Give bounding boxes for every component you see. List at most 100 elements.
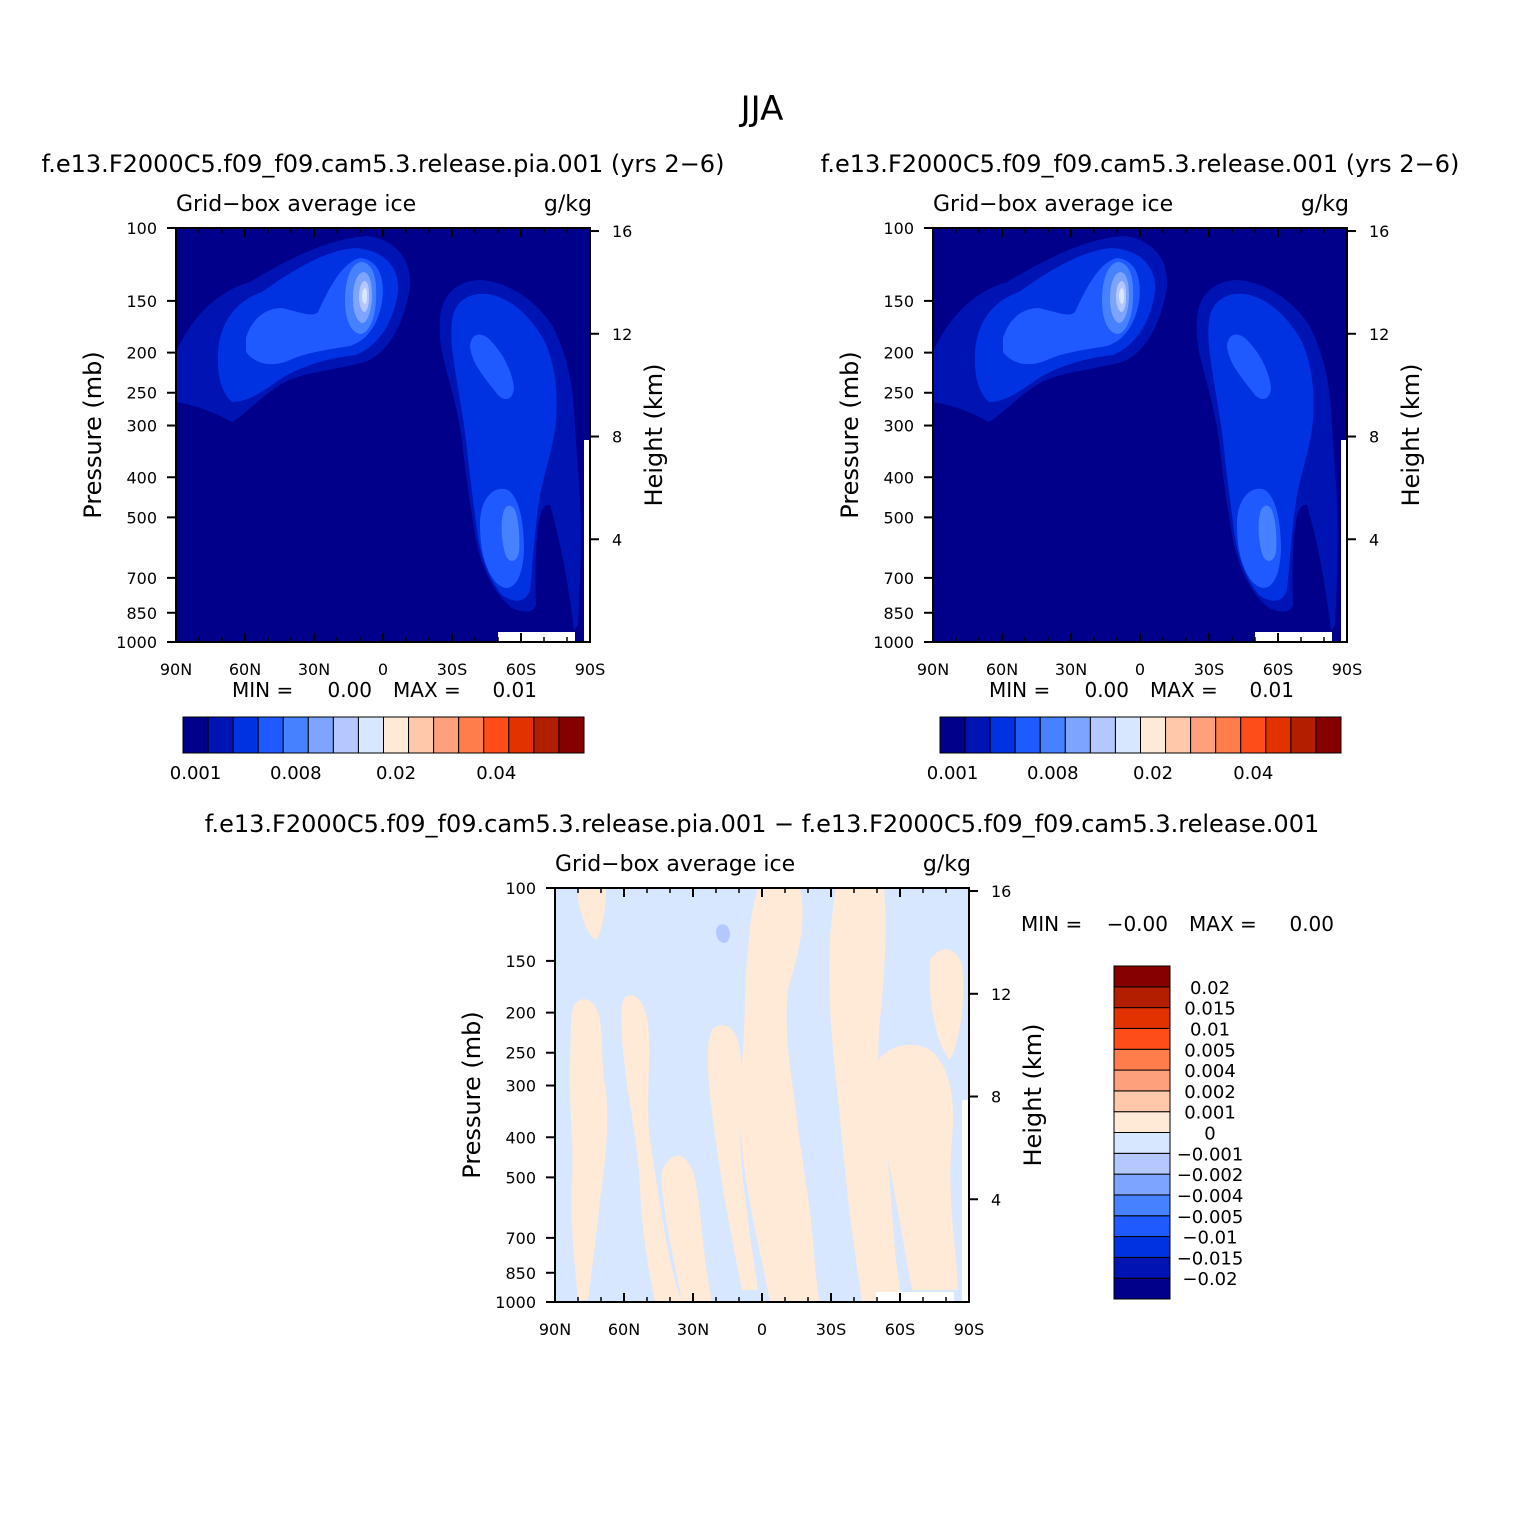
panel-2-axes: 90N 60N 30N 0 30S 60S 90S 100 150 200 250 300 400 500… — [873, 219, 1389, 679]
y-right-tick-label: 16 — [1369, 222, 1389, 241]
y-right-tick-label: 16 — [991, 882, 1011, 901]
panel-3-colorbar: −0.02−0.015−0.01−0.005−0.004−0.002−0.001… — [1113, 965, 1244, 1300]
panel-1-plot-field — [176, 228, 590, 642]
nh-upper-level-7 — [1119, 288, 1124, 304]
y-tick-label: 1000 — [116, 633, 157, 652]
colorbar-swatch — [1140, 716, 1167, 754]
positive-band-6 — [708, 1025, 758, 1290]
panel-3-min-label: MIN = — [1021, 912, 1082, 936]
colorbar-swatch — [1039, 716, 1066, 754]
missing-data-area — [876, 1292, 954, 1302]
colorbar-swatch — [207, 716, 234, 754]
colorbar-swatch — [1113, 1069, 1171, 1092]
positive-band-2 — [578, 888, 606, 940]
x-tick-label: 60N — [229, 660, 261, 679]
colorbar-swatch — [1290, 716, 1317, 754]
sh-level-3 — [470, 334, 514, 400]
y-right-tick-label: 16 — [612, 222, 632, 241]
x-tick-label: 30S — [1194, 660, 1225, 679]
missing-data-area — [498, 632, 575, 642]
y-right-tick-label: 4 — [612, 530, 622, 549]
missing-data-edge — [1341, 440, 1347, 642]
panel-3-axes: 90N 60N 30N 0 30S 60S 90S 100 150 200 250 300 400 500… — [495, 879, 1011, 1339]
colorbar-swatch — [1215, 716, 1242, 754]
x-tick-label: 90S — [575, 660, 606, 679]
x-tick-label: 30N — [1055, 660, 1087, 679]
y-right-tick-label: 8 — [991, 1088, 1001, 1107]
positive-band-3 — [621, 995, 684, 1302]
positive-band-7 — [829, 888, 902, 1302]
x-tick-label: 90N — [539, 1320, 571, 1339]
panel-2-subtitle-left: Grid−box average ice — [933, 192, 1173, 217]
colorbar-swatch — [1113, 1194, 1171, 1217]
panel-1-subtitle-left: Grid−box average ice — [176, 192, 416, 217]
colorbar-tick-label: 0.04 — [476, 763, 516, 784]
colorbar-tick-label: 0.02 — [1133, 763, 1173, 784]
y-right-tick-label: 8 — [1369, 428, 1379, 447]
colorbar-tick-label: −0.01 — [1182, 1228, 1237, 1249]
colorbar-tick-label: 0.002 — [1184, 1082, 1236, 1103]
colorbar-tick-label: 0.001 — [170, 763, 222, 784]
panel-1-subtitle-right: g/kg — [544, 192, 592, 217]
colorbar-swatch — [1240, 716, 1267, 754]
panel-2-y-label: Pressure (mb) — [836, 351, 864, 518]
colorbar-swatch — [1113, 1132, 1171, 1154]
x-tick-label: 30S — [437, 660, 468, 679]
panel-2-subtitle-right: g/kg — [1301, 192, 1349, 217]
y-tick-label: 300 — [126, 417, 157, 436]
colorbar-swatch — [307, 716, 334, 754]
panel-1-y-label: Pressure (mb) — [79, 351, 107, 518]
colorbar-swatch — [1113, 1152, 1171, 1175]
colorbar-swatch — [1014, 716, 1041, 754]
colorbar-swatch — [257, 716, 284, 754]
colorbar-swatch — [408, 716, 435, 754]
colorbar-swatch — [1113, 1173, 1171, 1196]
panel-1-max-value: 0.01 — [492, 678, 537, 702]
colorbar-tick-label: 0.008 — [1027, 763, 1079, 784]
colorbar-tick-label: −0.004 — [1177, 1186, 1244, 1207]
colorbar-swatch — [1113, 1236, 1171, 1258]
panel-2-min-value: 0.00 — [1084, 678, 1129, 702]
colorbar-tick-label: −0.005 — [1177, 1207, 1244, 1228]
panel-1-y-right-label: Height (km) — [640, 364, 668, 507]
y-right-tick-label: 4 — [1369, 530, 1379, 549]
panel-3-subtitle-left: Grid−box average ice — [555, 852, 795, 877]
y-right-tick-label: 12 — [1369, 325, 1389, 344]
y-tick-label: 400 — [883, 468, 914, 487]
panel-2-title: f.e13.F2000C5.f09_f09.cam5.3.release.001… — [821, 150, 1460, 178]
colorbar-tick-label: −0.002 — [1177, 1165, 1244, 1186]
colorbar-swatch — [458, 716, 485, 754]
x-tick-label: 90S — [954, 1320, 985, 1339]
panel-2-colorbar: 0.001 0.008 0.02 0.04 — [927, 716, 1342, 784]
y-tick-label: 1000 — [873, 633, 914, 652]
y-tick-label: 250 — [883, 384, 914, 403]
x-tick-label: 90S — [1332, 660, 1363, 679]
panel-1-axes: 90N 60N 30N 0 30S 60S 90S 100 150 200 250 300 400 500… — [116, 219, 632, 679]
colorbar-tick-label: −0.02 — [1182, 1269, 1237, 1290]
y-tick-label: 100 — [126, 219, 157, 238]
colorbar-swatch — [1113, 1027, 1171, 1050]
colorbar-tick-label: 0.02 — [1190, 978, 1230, 999]
colorbar-tick-label: 0.001 — [1184, 1103, 1236, 1124]
panel-1-min-label: MIN = — [232, 678, 293, 702]
colorbar-swatch — [1265, 716, 1292, 754]
colorbar-swatch — [1113, 986, 1171, 1009]
y-tick-label: 200 — [126, 344, 157, 363]
sh-level-4 — [501, 505, 520, 561]
y-tick-label: 700 — [883, 569, 914, 588]
y-right-tick-label: 4 — [991, 1190, 1001, 1209]
panel-3: f.e13.F2000C5.f09_f09.cam5.3.release.pia… — [205, 810, 1334, 1339]
y-tick-label: 150 — [126, 292, 157, 311]
y-tick-label: 700 — [505, 1229, 536, 1248]
panel-1-min-value: 0.00 — [327, 678, 372, 702]
colorbar-swatch — [1113, 1256, 1171, 1279]
x-tick-label: 60N — [986, 660, 1018, 679]
y-tick-label: 300 — [883, 417, 914, 436]
panel-2-y-right-label: Height (km) — [1397, 364, 1425, 507]
colorbar-tick-label: 0 — [1204, 1124, 1215, 1145]
panel-3-max-label: MAX = — [1189, 912, 1257, 936]
colorbar-tick-label: 0.008 — [270, 763, 322, 784]
colorbar-swatch — [1089, 716, 1116, 754]
panel-3-min-value: −0.00 — [1107, 912, 1168, 936]
